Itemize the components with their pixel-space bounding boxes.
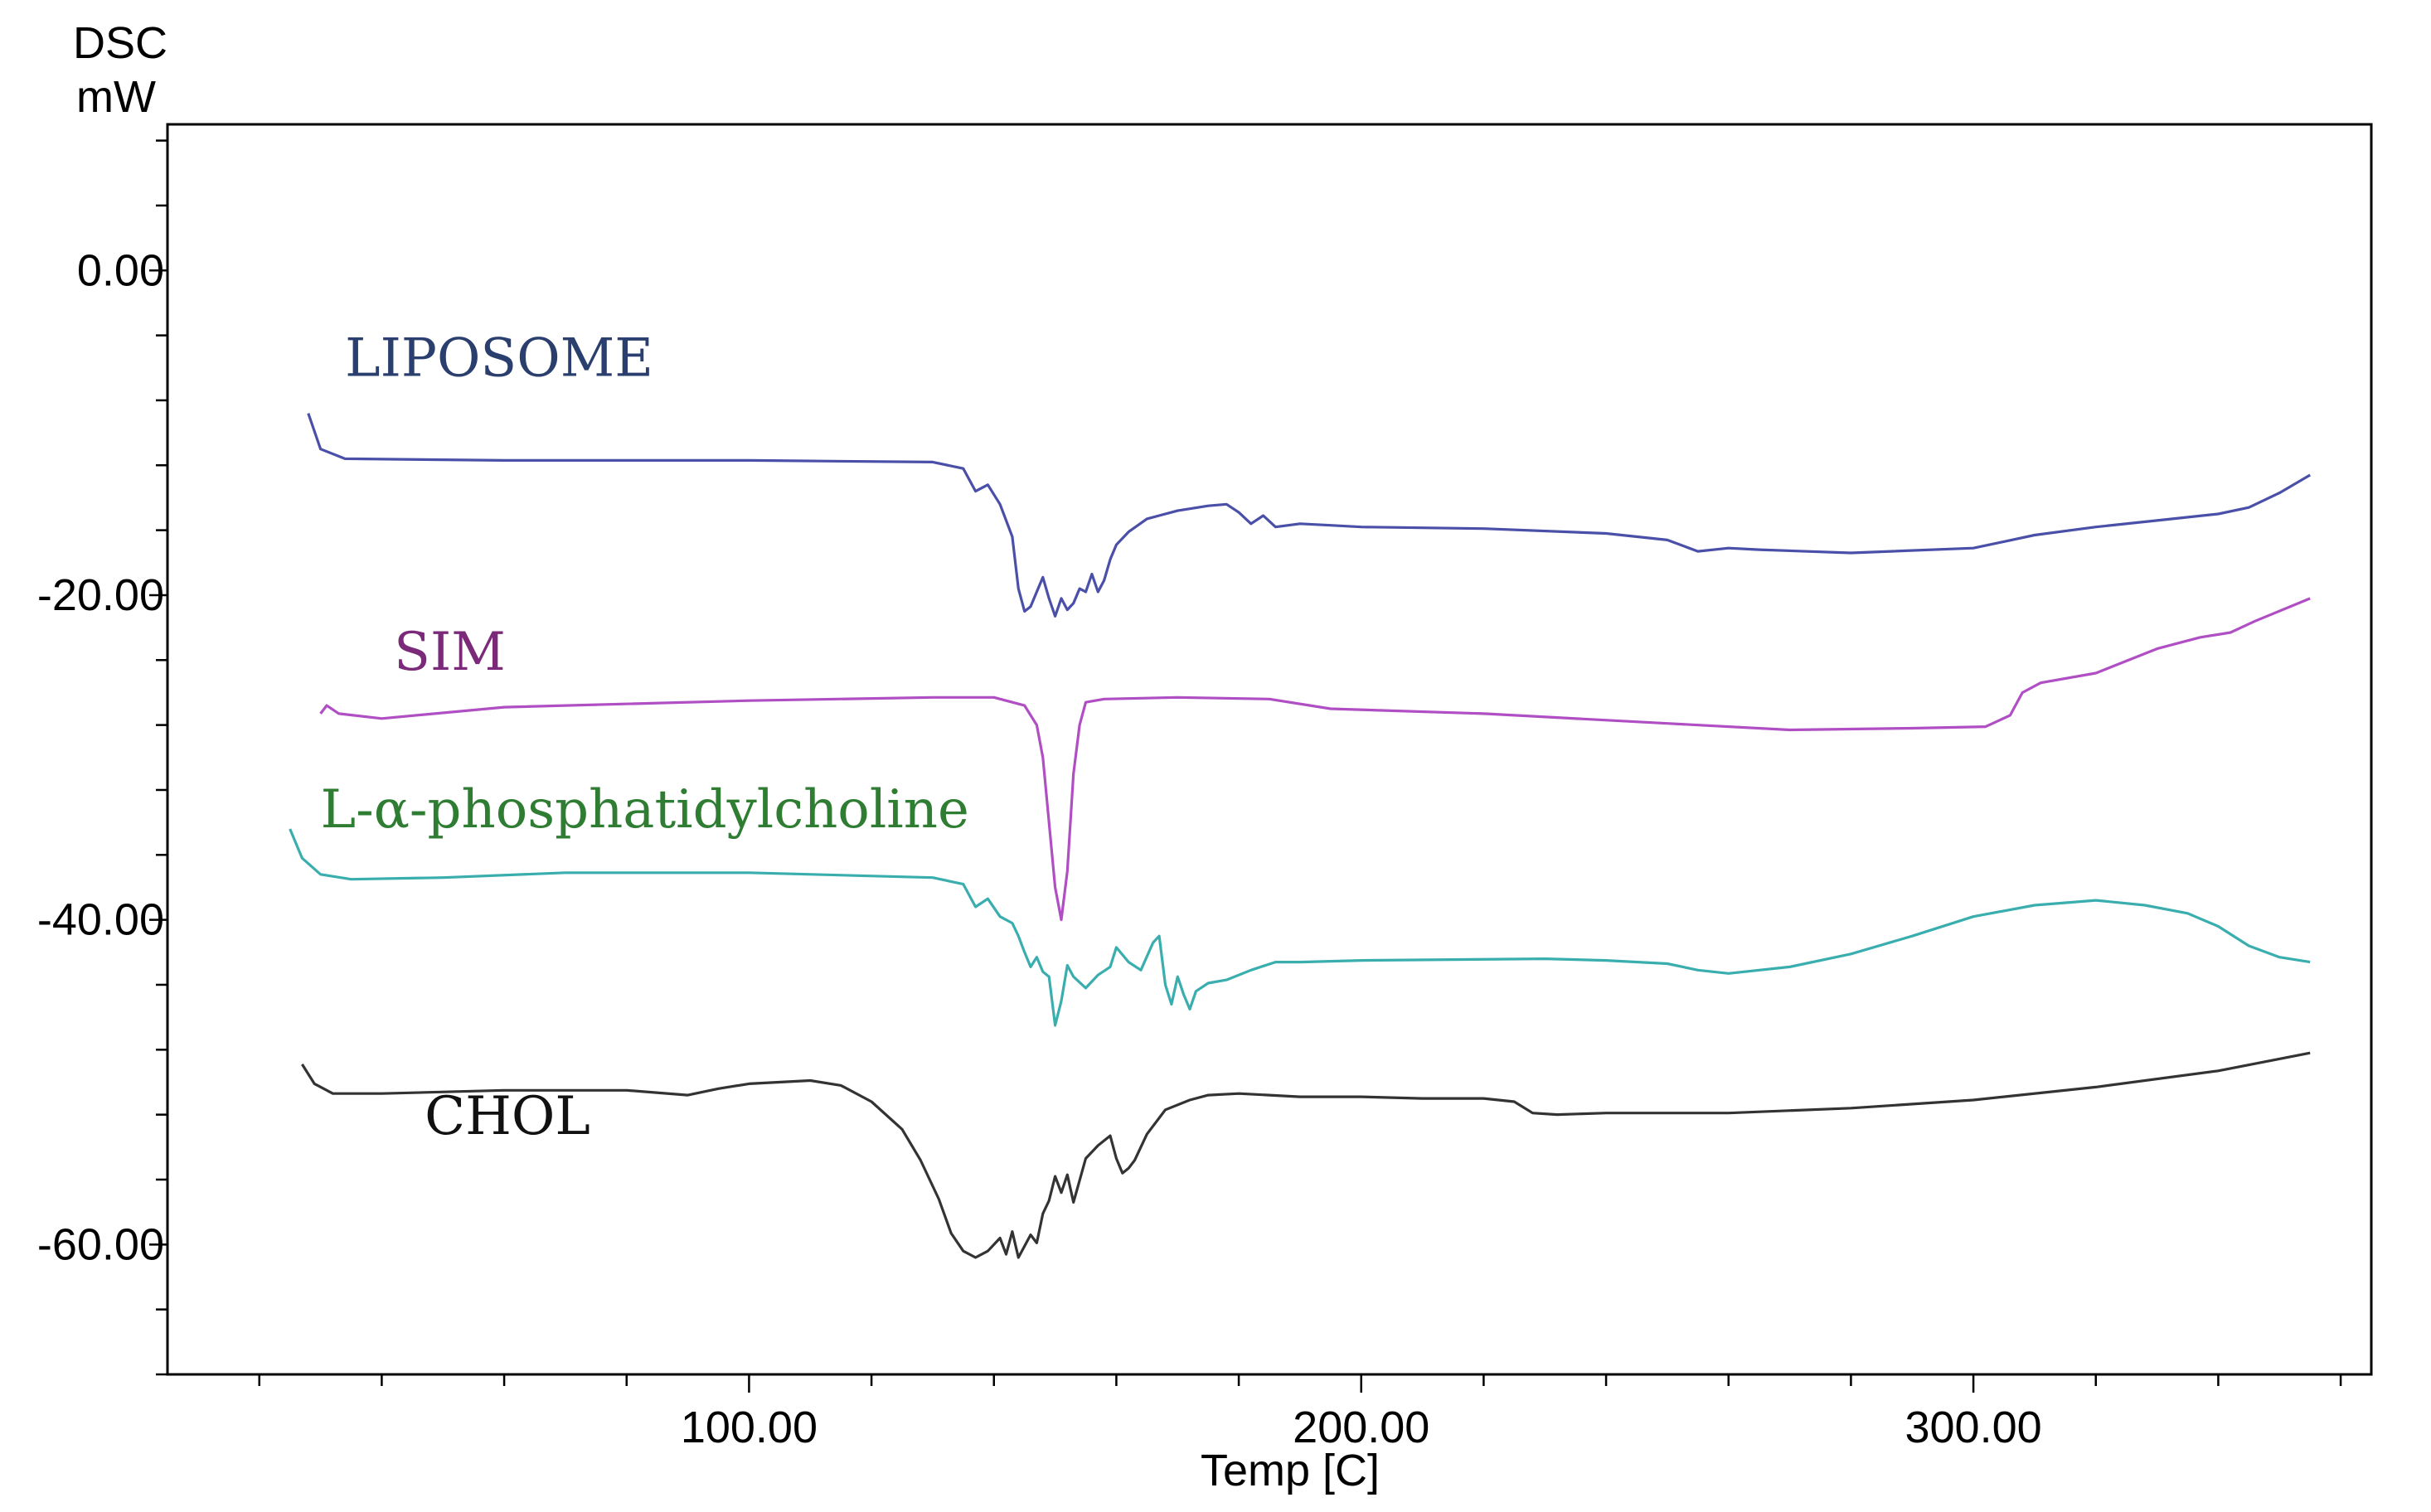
series-label-chol: CHOL [425, 1086, 590, 1147]
labels-layer: 100.00 200.00 300.00 0.00 -20.00 -40.00 -60.00… [37, 245, 2042, 1452]
series-label-l-phosphatidylcholine: L-α-phosphatidylcholine [321, 779, 969, 841]
y-axis-title-line2: mW [76, 72, 156, 122]
y-axis-title-line1: DSC [73, 18, 167, 68]
series-line-l-phosphatidylcholine [289, 828, 2311, 1027]
x-tick-label: 300.00 [1905, 1403, 2041, 1452]
y-tick-label: -20.00 [37, 570, 164, 620]
series-label-liposome: LIPOSOME [345, 328, 653, 390]
series-label-sim: SIM [394, 622, 506, 683]
series-line-liposome [307, 413, 2312, 618]
x-axis-title: Temp [C] [1201, 1446, 1380, 1495]
x-tick-label: 100.00 [681, 1403, 818, 1452]
y-tick-label: -40.00 [37, 895, 164, 945]
plot-frame [166, 123, 2373, 1376]
tick-marks [149, 139, 2342, 1393]
y-tick-label: -60.00 [37, 1219, 164, 1269]
series-line-sim [319, 597, 2311, 922]
y-tick-label: 0.00 [77, 245, 164, 295]
x-tick-label: 200.00 [1293, 1403, 1429, 1452]
series-line-chol [301, 1051, 2311, 1259]
series-layer [289, 413, 2312, 1259]
